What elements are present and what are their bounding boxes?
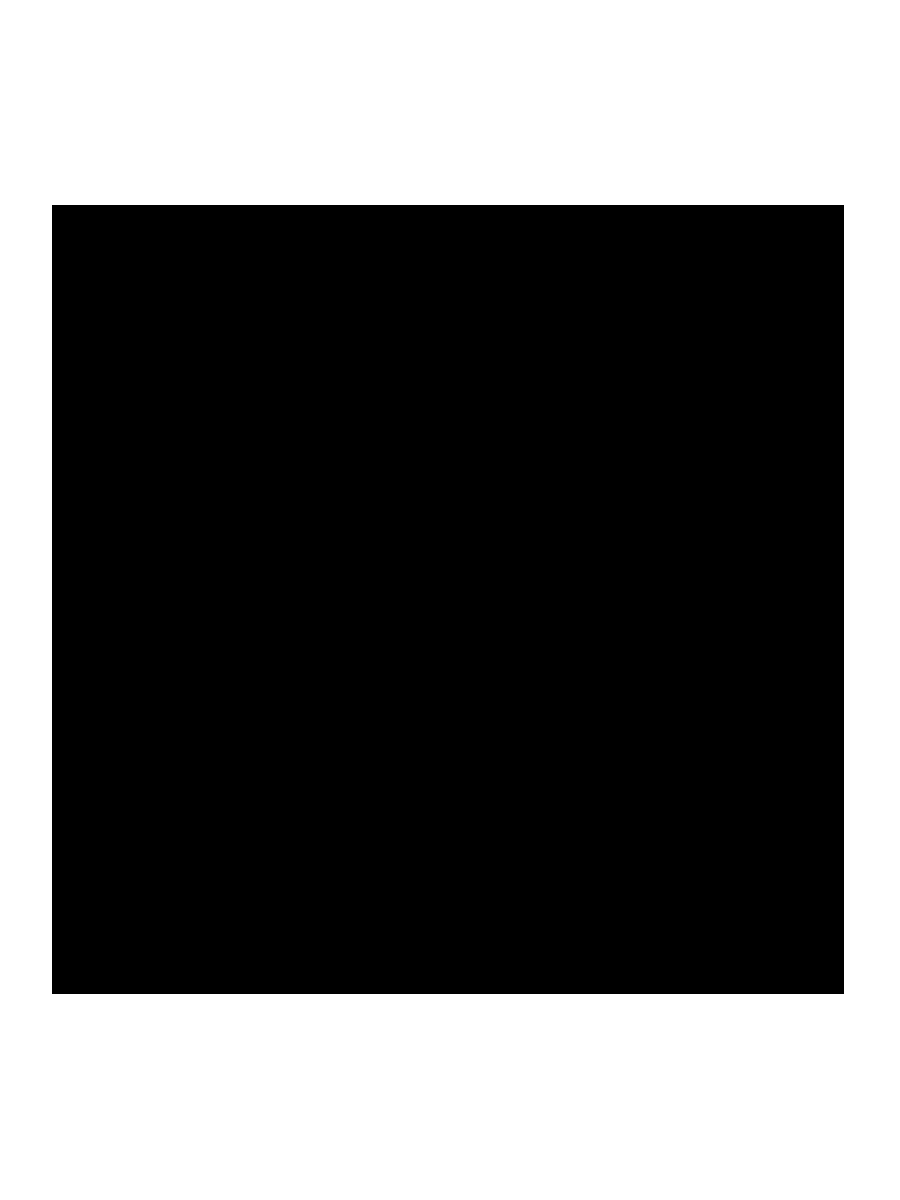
irradiance-colorbar [214, 1042, 754, 1106]
basemap-graphic [53, 206, 843, 993]
weaclim-logo [8, 1023, 41, 1048]
irradiance-map [52, 205, 844, 994]
weaclim-ring-icon [13, 1028, 28, 1043]
